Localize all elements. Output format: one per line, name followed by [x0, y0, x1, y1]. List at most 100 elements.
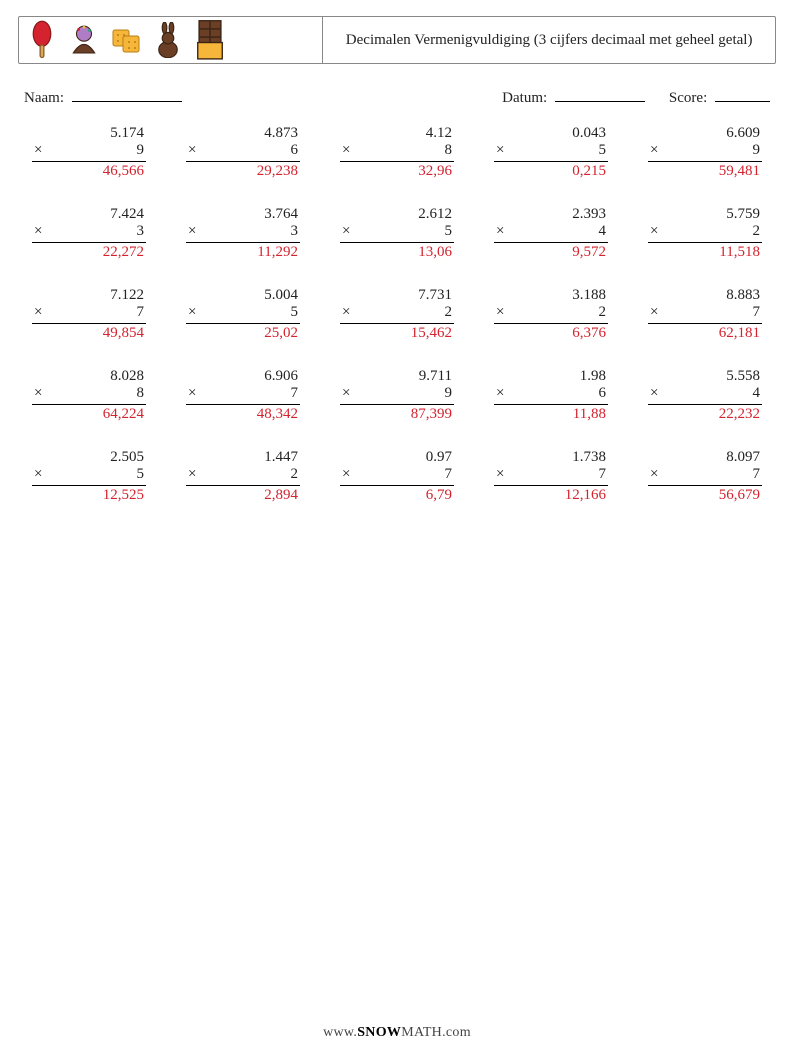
multiplier-line: ×8: [28, 385, 146, 402]
multiplicand: 9.711: [338, 368, 454, 385]
operator: ×: [646, 385, 658, 402]
problem: 2.505×512,525: [32, 449, 146, 504]
multiplier: 8: [137, 385, 145, 402]
multiplicand: 0.043: [492, 125, 608, 142]
operator: ×: [646, 142, 658, 159]
multiplier-line: ×7: [644, 304, 762, 321]
multiplier: 7: [753, 304, 761, 321]
multiplier: 2: [445, 304, 453, 321]
name-field: Naam:: [24, 86, 502, 107]
operator: ×: [492, 466, 504, 483]
rule: [648, 161, 762, 162]
multiplier-line: ×9: [644, 142, 762, 159]
popsicle-icon: [27, 24, 57, 56]
operator: ×: [184, 304, 196, 321]
score-label: Score:: [669, 90, 707, 106]
problem: 1.447×22,894: [186, 449, 300, 504]
problem: 9.711×987,399: [340, 368, 454, 423]
operator: ×: [646, 304, 658, 321]
rule: [648, 242, 762, 243]
answer: 2,894: [184, 487, 300, 504]
answer: 29,238: [184, 163, 300, 180]
multiplicand: 5.174: [30, 125, 146, 142]
chocolate-icon: [195, 24, 225, 56]
multiplier-line: ×4: [644, 385, 762, 402]
footer: www.SNOWMATH.com: [0, 1025, 794, 1041]
rule: [494, 242, 608, 243]
icecream-icon: [69, 24, 99, 56]
multiplier: 9: [445, 385, 453, 402]
problems-grid: 5.174×946,5664.873×629,2384.12×832,960.0…: [32, 125, 762, 504]
problem: 7.122×749,854: [32, 287, 146, 342]
problem: 1.738×712,166: [494, 449, 608, 504]
rule: [340, 485, 454, 486]
multiplier-line: ×7: [490, 466, 608, 483]
name-label: Naam:: [24, 90, 64, 106]
multiplicand: 7.424: [30, 206, 146, 223]
answer: 6,79: [338, 487, 454, 504]
answer: 46,566: [30, 163, 146, 180]
answer: 48,342: [184, 406, 300, 423]
problem: 5.558×422,232: [648, 368, 762, 423]
problem: 5.174×946,566: [32, 125, 146, 180]
rule: [340, 323, 454, 324]
multiplier-line: ×9: [336, 385, 454, 402]
multiplicand: 8.883: [646, 287, 762, 304]
multiplicand: 1.738: [492, 449, 608, 466]
multiplier: 8: [445, 142, 453, 159]
rule: [648, 404, 762, 405]
multiplier: 7: [137, 304, 145, 321]
multiplier: 7: [753, 466, 761, 483]
rule: [340, 404, 454, 405]
multiplicand: 3.188: [492, 287, 608, 304]
multiplier: 3: [291, 223, 299, 240]
rule: [340, 242, 454, 243]
multiplier: 4: [753, 385, 761, 402]
multiplicand: 2.505: [30, 449, 146, 466]
date-field: Datum:: [502, 86, 645, 107]
footer-bold: SNOW: [357, 1025, 401, 1040]
multiplier: 9: [137, 142, 145, 159]
operator: ×: [492, 304, 504, 321]
multiplicand: 8.028: [30, 368, 146, 385]
multiplicand: 6.906: [184, 368, 300, 385]
rule: [494, 485, 608, 486]
cracker-icon: [111, 24, 141, 56]
answer: 49,854: [30, 325, 146, 342]
answer: 11,518: [646, 244, 762, 261]
multiplier-line: ×5: [490, 142, 608, 159]
operator: ×: [30, 304, 42, 321]
multiplicand: 3.764: [184, 206, 300, 223]
worksheet-page: Decimalen Vermenigvuldiging (3 cijfers d…: [0, 0, 794, 1053]
footer-prefix: www.: [323, 1025, 357, 1040]
operator: ×: [646, 223, 658, 240]
rule: [186, 323, 300, 324]
problem: 3.188×26,376: [494, 287, 608, 342]
multiplier: 5: [137, 466, 145, 483]
answer: 9,572: [492, 244, 608, 261]
operator: ×: [492, 223, 504, 240]
problem: 5.759×211,518: [648, 206, 762, 261]
multiplier: 2: [599, 304, 607, 321]
multiplier-line: ×2: [644, 223, 762, 240]
operator: ×: [492, 142, 504, 159]
name-blank: [72, 86, 182, 102]
multiplicand: 1.98: [492, 368, 608, 385]
answer: 25,02: [184, 325, 300, 342]
problem: 7.731×215,462: [340, 287, 454, 342]
multiplier: 4: [599, 223, 607, 240]
answer: 15,462: [338, 325, 454, 342]
rule: [494, 404, 608, 405]
multiplier: 5: [599, 142, 607, 159]
multiplier: 5: [445, 223, 453, 240]
rule: [186, 242, 300, 243]
rule: [648, 485, 762, 486]
multiplier-line: ×3: [28, 223, 146, 240]
operator: ×: [184, 142, 196, 159]
problem: 4.12×832,96: [340, 125, 454, 180]
multiplicand: 2.393: [492, 206, 608, 223]
multiplier: 5: [291, 304, 299, 321]
rule: [32, 404, 146, 405]
multiplier-line: ×5: [28, 466, 146, 483]
answer: 56,679: [646, 487, 762, 504]
